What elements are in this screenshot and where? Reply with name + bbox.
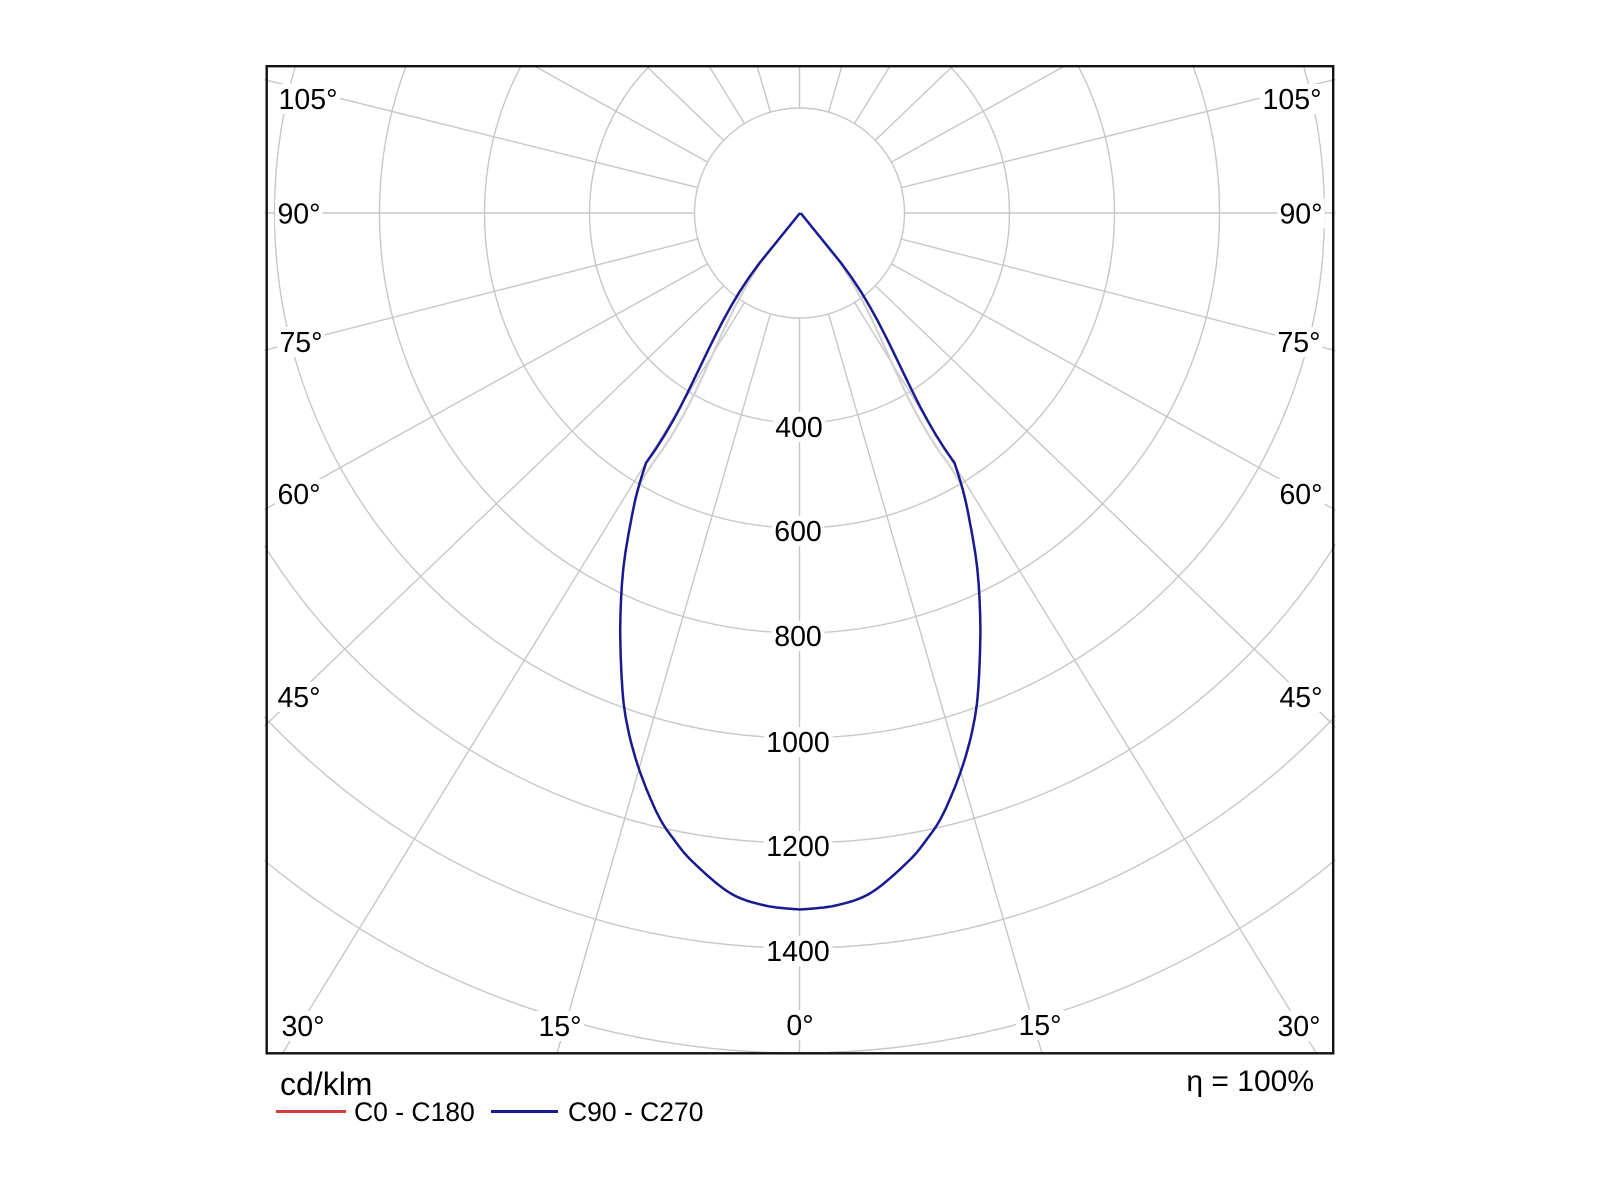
svg-text:105°: 105° — [1263, 84, 1322, 116]
svg-text:C90 - C270: C90 - C270 — [568, 1097, 704, 1127]
svg-text:105°: 105° — [279, 84, 338, 116]
svg-text:800: 800 — [774, 621, 822, 653]
svg-text:75°: 75° — [1277, 327, 1320, 359]
svg-text:15°: 15° — [1018, 1010, 1061, 1042]
svg-text:1000: 1000 — [766, 727, 829, 759]
svg-text:45°: 45° — [1279, 682, 1322, 714]
svg-text:90°: 90° — [277, 199, 320, 231]
svg-text:1200: 1200 — [766, 831, 829, 863]
svg-text:C0 - C180: C0 - C180 — [354, 1097, 475, 1127]
svg-text:30°: 30° — [281, 1011, 324, 1043]
svg-text:90°: 90° — [1279, 199, 1322, 231]
svg-text:600: 600 — [774, 516, 822, 548]
svg-text:75°: 75° — [279, 327, 322, 359]
svg-text:60°: 60° — [277, 479, 320, 511]
svg-text:60°: 60° — [1279, 479, 1322, 511]
svg-text:cd/klm: cd/klm — [280, 1066, 372, 1102]
svg-text:45°: 45° — [277, 682, 320, 714]
svg-text:η = 100%: η = 100% — [1186, 1065, 1314, 1098]
svg-text:0°: 0° — [786, 1010, 813, 1042]
svg-text:30°: 30° — [1277, 1011, 1320, 1043]
svg-text:15°: 15° — [538, 1011, 581, 1043]
svg-text:400: 400 — [775, 412, 823, 444]
svg-text:1400: 1400 — [766, 936, 829, 968]
